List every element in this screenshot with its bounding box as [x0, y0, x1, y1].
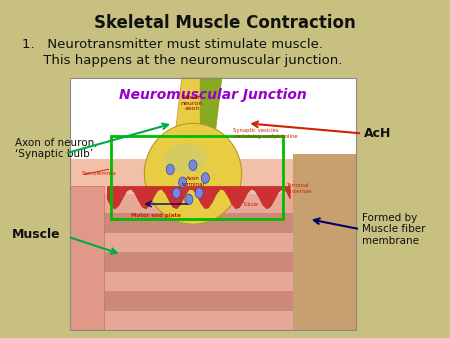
Polygon shape [107, 186, 290, 209]
Text: Tubule: Tubule [242, 201, 257, 207]
Bar [70, 78, 356, 159]
Text: Axon of neuron,
‘Synaptic bulb’: Axon of neuron, ‘Synaptic bulb’ [15, 138, 98, 159]
Text: Synaptic vesicles
containing acetylcholine: Synaptic vesicles containing acetylcholi… [233, 128, 297, 139]
Bar [70, 194, 356, 213]
Ellipse shape [195, 188, 203, 198]
Text: This happens at the neuromuscular junction.: This happens at the neuromuscular juncti… [22, 54, 343, 67]
Text: Sarcolemma: Sarcolemma [81, 171, 116, 176]
Bar [70, 213, 356, 233]
Bar [70, 78, 356, 330]
Ellipse shape [172, 188, 180, 198]
Text: Skeletal Muscle Contraction: Skeletal Muscle Contraction [94, 14, 356, 32]
Ellipse shape [144, 123, 242, 224]
Bar [70, 186, 104, 330]
Ellipse shape [164, 144, 207, 174]
Ellipse shape [185, 194, 193, 205]
Ellipse shape [179, 177, 187, 188]
Bar [322, 186, 356, 330]
Bar [70, 272, 356, 291]
Polygon shape [200, 78, 222, 128]
Ellipse shape [189, 160, 197, 170]
Text: Axon
terminal: Axon terminal [181, 176, 205, 187]
Text: Neuromuscular Junction: Neuromuscular Junction [119, 88, 307, 102]
Bar [70, 233, 356, 252]
Polygon shape [176, 78, 222, 128]
Text: AcH: AcH [364, 127, 392, 140]
Ellipse shape [201, 173, 209, 183]
Text: Muscle: Muscle [12, 228, 61, 241]
Bar [112, 136, 283, 219]
Bar [70, 159, 356, 330]
Bar [293, 153, 356, 330]
Text: Terminal
cisternae: Terminal cisternae [288, 184, 312, 194]
Ellipse shape [166, 164, 174, 175]
Text: Formed by
Muscle fiber
membrane: Formed by Muscle fiber membrane [362, 213, 426, 246]
Bar [70, 252, 356, 272]
Bar [70, 291, 356, 311]
Text: 1.   Neurotransmitter must stimulate muscle.: 1. Neurotransmitter must stimulate muscl… [22, 38, 324, 51]
Bar [70, 311, 356, 330]
Text: Motor
neuron
axon: Motor neuron axon [181, 95, 203, 112]
Text: Motor end plate: Motor end plate [131, 213, 181, 218]
